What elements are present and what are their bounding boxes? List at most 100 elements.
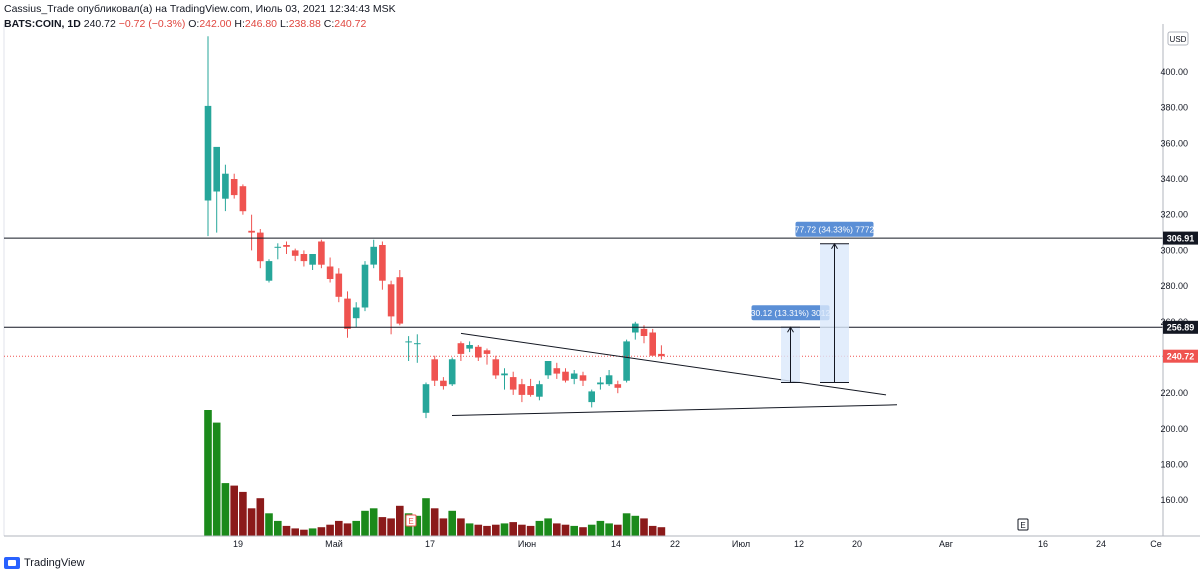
time-tick-label: Авг	[939, 539, 954, 549]
candle-body	[632, 323, 639, 333]
volume-bar	[587, 524, 596, 536]
earnings-marker-label: E	[408, 517, 413, 526]
candle-body	[579, 375, 587, 381]
volume-bar	[221, 483, 230, 536]
volume-bar	[500, 523, 509, 536]
candle-body	[387, 284, 395, 317]
publish-info: Cassius_Trade опубликовал(а) на TradingV…	[4, 3, 396, 15]
candle-body	[440, 380, 447, 387]
candle-body	[492, 359, 500, 376]
candle-body	[352, 307, 360, 319]
price-badge-label: 256.89	[1167, 323, 1195, 333]
candle-body	[309, 254, 316, 265]
candle-body	[509, 377, 517, 390]
volume-bar	[361, 510, 369, 536]
low-value: 238.88	[288, 18, 321, 30]
high-label: H:	[234, 18, 245, 30]
volume-bar	[282, 525, 291, 536]
volume-bar	[256, 498, 265, 536]
volume-bar	[204, 410, 212, 536]
candle-body	[361, 264, 369, 308]
volume-bar	[300, 529, 308, 536]
volume-bar	[492, 524, 500, 536]
price-badge	[1163, 320, 1198, 334]
candles-layer	[204, 36, 665, 419]
candle-body	[553, 368, 561, 374]
time-tick-label: 22	[670, 539, 680, 549]
candle-body	[318, 241, 325, 265]
candle-body	[649, 332, 656, 356]
volume-bar	[317, 527, 326, 536]
candle-body	[291, 250, 299, 256]
price-tick-label: 400.00	[1160, 67, 1188, 77]
volume-bar	[343, 523, 352, 536]
volume-bar	[326, 524, 334, 536]
price-axis[interactable]: 400.00 380.00 360.00 340.00 320.00 300.00 280.…	[1160, 24, 1198, 536]
earnings-marker-box	[405, 514, 417, 527]
candle-body	[518, 384, 526, 395]
volume-bar	[396, 505, 404, 536]
price-tick-label: 280.00	[1160, 281, 1188, 291]
time-tick-label: Июл	[732, 539, 750, 549]
currency-box	[1167, 31, 1189, 46]
volume-layer	[204, 410, 666, 536]
candle-body	[544, 361, 552, 376]
chart-header: Cassius_Trade опубликовал(а) на TradingV…	[4, 3, 396, 31]
time-tick-label: 20	[852, 539, 862, 549]
candle-body	[335, 273, 343, 297]
candle-body	[614, 384, 622, 388]
volume-bar	[614, 524, 622, 536]
volume-bar	[352, 520, 360, 536]
time-tick-label: Июн	[518, 539, 536, 549]
volume-bar	[439, 518, 448, 536]
candle-body	[414, 343, 421, 345]
candle-body	[222, 173, 229, 199]
volume-bar	[212, 422, 221, 536]
price-tick-label: 320.00	[1160, 210, 1188, 220]
measure-label: 77.72 (34.33%) 7772	[795, 224, 875, 234]
volume-bar	[553, 523, 561, 536]
price-tick-label: 200.00	[1160, 424, 1188, 434]
measure-label: 30.12 (13.31%) 3012	[751, 308, 831, 318]
time-tick-label: 19	[233, 539, 243, 549]
candle-body	[483, 350, 491, 354]
close-label: C:	[323, 18, 335, 30]
candle-body	[597, 382, 604, 385]
volume-bar	[570, 525, 578, 536]
time-axis[interactable]: 19 Май 17 Июн 14 22 Июл 12 20 Авг 16 24 Се	[4, 535, 1200, 549]
candle-body	[379, 245, 386, 281]
candle-body	[370, 246, 377, 265]
volume-bar	[657, 527, 666, 536]
change-value: −0.72 (−0.3%)	[118, 18, 186, 30]
price-badge-label: 306.91	[1167, 233, 1195, 243]
volume-bar	[474, 524, 483, 536]
price-tick-label: 160.00	[1160, 495, 1188, 505]
candle-body	[570, 373, 578, 379]
volume-bar	[465, 523, 474, 536]
candle-body	[457, 343, 465, 354]
candle-body	[300, 254, 308, 262]
time-tick-label: 14	[611, 539, 621, 549]
drawings-layer: 30.12 (13.31%) 3012 77.72 (34.33%) 7772 E E	[3, 24, 1163, 536]
volume-bar	[448, 510, 456, 536]
candle-body	[536, 384, 543, 397]
candle-body	[562, 371, 569, 381]
volume-bar	[335, 520, 343, 536]
volume-bar	[430, 508, 439, 536]
candle-body	[396, 277, 404, 324]
volume-bar	[274, 520, 282, 536]
candle-body	[274, 246, 282, 248]
volume-bar	[535, 520, 544, 536]
last-value: 240.72	[83, 18, 116, 30]
price-badge	[1163, 231, 1198, 245]
open-value: 242.00	[199, 18, 232, 30]
candle-body	[475, 346, 482, 358]
candle-body	[213, 146, 220, 192]
volume-bar	[247, 508, 256, 536]
candle-body	[326, 266, 334, 279]
close-value: 240.72	[334, 18, 367, 30]
upper-trendline	[460, 332, 887, 396]
time-tick-label: Се	[1150, 539, 1162, 549]
volume-bar	[509, 522, 517, 536]
